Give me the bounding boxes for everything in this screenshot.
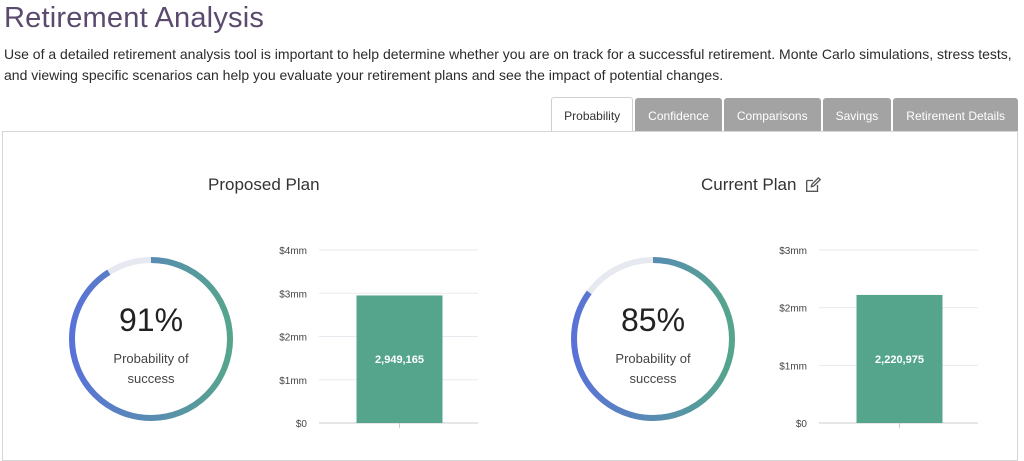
proposed-bar-chart-svg: $0 $1mm $2mm $3mm $4mm 2,949,165 — [279, 246, 478, 430]
y-tick-label: $0 — [296, 419, 308, 430]
y-tick-label: $3mm — [279, 289, 307, 300]
current-plan-title-text: Current Plan — [701, 175, 797, 194]
proposed-plan-gauge: 91% Probability of success — [66, 254, 236, 424]
bar-data-label: 2,220,975 — [875, 354, 924, 366]
y-tick-label: $1mm — [279, 376, 307, 387]
bar — [356, 295, 443, 423]
current-probability-value: 85% — [620, 302, 686, 338]
gauge-progress-arc — [69, 257, 233, 421]
current-bar-chart-svg: $0 $1mm $2mm $3mm 2,220,975 — [779, 246, 978, 430]
gauge-progress-arc — [571, 257, 735, 421]
y-tick-label: $3mm — [779, 246, 807, 257]
bar — [856, 294, 943, 423]
tab-comparisons[interactable]: Comparisons — [723, 98, 821, 132]
current-plan-bar-chart: $0 $1mm $2mm $3mm 2,220,975 — [773, 240, 993, 440]
proposed-probability-value: 91% — [118, 302, 184, 338]
proposed-gauge-ring — [69, 257, 233, 421]
y-tick-label: $2mm — [279, 333, 307, 344]
tab-confidence[interactable]: Confidence — [635, 98, 722, 132]
proposed-plan-title-text: Proposed Plan — [208, 175, 320, 194]
bar-data-label: 2,949,165 — [375, 354, 424, 366]
current-probability-label: Probability of success — [615, 351, 691, 386]
current-gauge-ring — [571, 257, 735, 421]
probability-panel: Proposed Plan 91% Probability of success… — [2, 131, 1018, 461]
page-description: Use of a detailed retirement analysis to… — [4, 46, 1012, 83]
y-tick-label: $4mm — [279, 246, 307, 257]
tab-retirement-details[interactable]: Retirement Details — [893, 98, 1018, 132]
page-title: Retirement Analysis — [4, 2, 265, 34]
edit-icon[interactable] — [804, 176, 822, 194]
tab-probability[interactable]: Probability — [551, 97, 634, 133]
current-plan-title: Current Plan — [701, 175, 822, 195]
proposed-plan-bar-chart: $0 $1mm $2mm $3mm $4mm 2,949,165 — [273, 240, 493, 440]
current-plan-gauge: 85% Probability of success — [568, 254, 738, 424]
y-tick-label: $2mm — [779, 304, 807, 315]
proposed-plan-title: Proposed Plan — [208, 175, 320, 195]
y-tick-label: $0 — [796, 419, 808, 430]
tab-savings[interactable]: Savings — [822, 98, 892, 132]
tab-bar: Probability Confidence Comparisons Savin… — [551, 96, 1018, 133]
y-tick-label: $1mm — [779, 361, 807, 372]
proposed-probability-label: Probability of success — [113, 351, 189, 386]
